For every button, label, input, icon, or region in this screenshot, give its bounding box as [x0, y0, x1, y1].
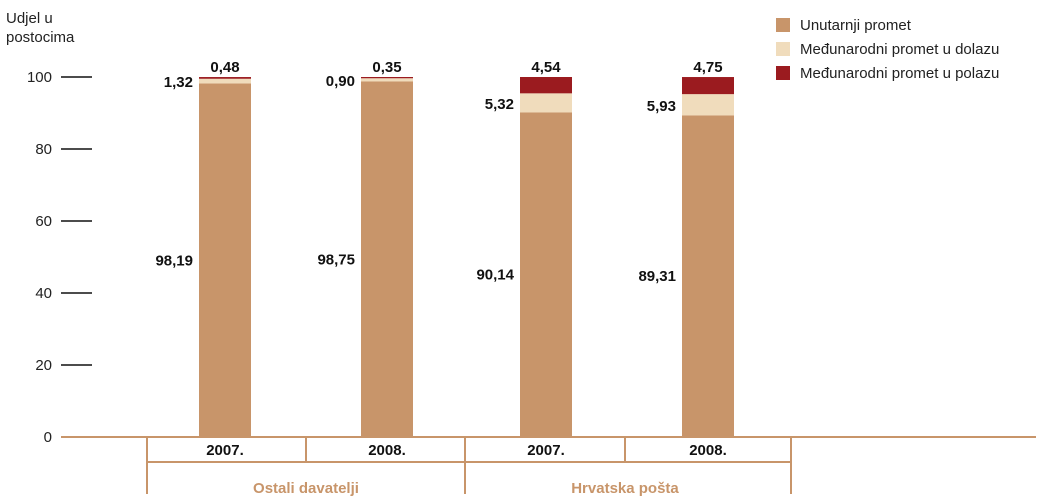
data-label-unutarnji: 98,19	[155, 252, 193, 269]
data-label-dolaz: 1,32	[164, 74, 193, 91]
y-tick-label: 80	[35, 141, 52, 158]
bar-segment-polaz	[520, 77, 572, 94]
y-axis-title-line: postocima	[6, 29, 75, 46]
y-tick-label: 100	[27, 69, 52, 86]
data-label-polaz: 0,35	[372, 59, 401, 76]
legend-swatch	[776, 42, 790, 56]
data-label-dolaz: 5,32	[485, 96, 514, 113]
legend: Unutarnji promet Međunarodni promet u dol…	[776, 17, 999, 82]
x-tick-label: 2008.	[368, 442, 406, 459]
data-label-unutarnji: 90,14	[476, 267, 514, 284]
data-label-polaz: 4,75	[693, 59, 722, 76]
y-tick-label: 0	[44, 429, 52, 446]
bar-segment-unutarnji	[682, 115, 734, 437]
x-tick-label: 2007.	[527, 442, 565, 459]
y-tick-label: 20	[35, 357, 52, 374]
data-label-polaz: 0,48	[210, 59, 239, 76]
bar-segment-polaz	[361, 77, 413, 79]
x-tick-label: 2008.	[689, 442, 727, 459]
legend-swatch	[776, 66, 790, 80]
bar-segment-dolaz	[682, 94, 734, 116]
x-tick-label: 2007.	[206, 442, 244, 459]
y-axis-title-line: Udjel u	[6, 10, 53, 27]
bars	[199, 77, 734, 438]
bar-segment-dolaz	[361, 78, 413, 82]
bar-segment-polaz	[682, 77, 734, 95]
y-axis-ticks: 0 20 40 60 80 100	[27, 69, 92, 446]
bar-segment-unutarnji	[361, 81, 413, 437]
bar-segment-unutarnji	[520, 112, 572, 437]
legend-label: Međunarodni promet u polazu	[800, 65, 999, 82]
data-label-unutarnji: 98,75	[317, 251, 355, 268]
bar-segment-unutarnji	[199, 83, 251, 438]
data-label-dolaz: 5,93	[647, 98, 676, 115]
data-label-dolaz: 0,90	[326, 73, 355, 90]
legend-label: Međunarodni promet u dolazu	[800, 41, 999, 58]
x-axis: 2007. 2008. 2007. 2008. Ostali davatelji Hrva…	[61, 436, 1036, 497]
data-labels: 98,19 1,32 0,48 98,75 0,90 0,35 90,14 5,32 4,54 8…	[155, 59, 722, 285]
legend-swatch	[776, 18, 790, 32]
x-group-label: Ostali davatelji	[253, 480, 359, 497]
legend-label: Unutarnji promet	[800, 17, 912, 34]
data-label-polaz: 4,54	[531, 59, 561, 76]
y-tick-label: 40	[35, 285, 52, 302]
x-group-label: Hrvatska pošta	[571, 480, 679, 497]
bar-segment-dolaz	[520, 93, 572, 113]
bar-segment-dolaz	[199, 78, 251, 84]
y-axis-title: Udjel u postocima	[6, 10, 75, 46]
y-tick-label: 60	[35, 213, 52, 230]
bar-segment-polaz	[199, 77, 251, 79]
data-label-unutarnji: 89,31	[638, 268, 676, 285]
